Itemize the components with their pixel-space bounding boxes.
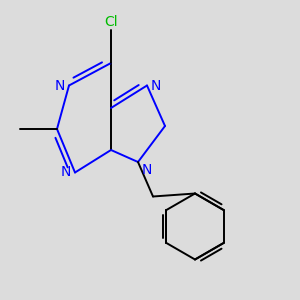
Text: Cl: Cl [104,14,118,28]
Text: N: N [55,79,65,92]
Text: N: N [61,166,71,179]
Text: N: N [142,164,152,178]
Text: N: N [151,79,161,92]
